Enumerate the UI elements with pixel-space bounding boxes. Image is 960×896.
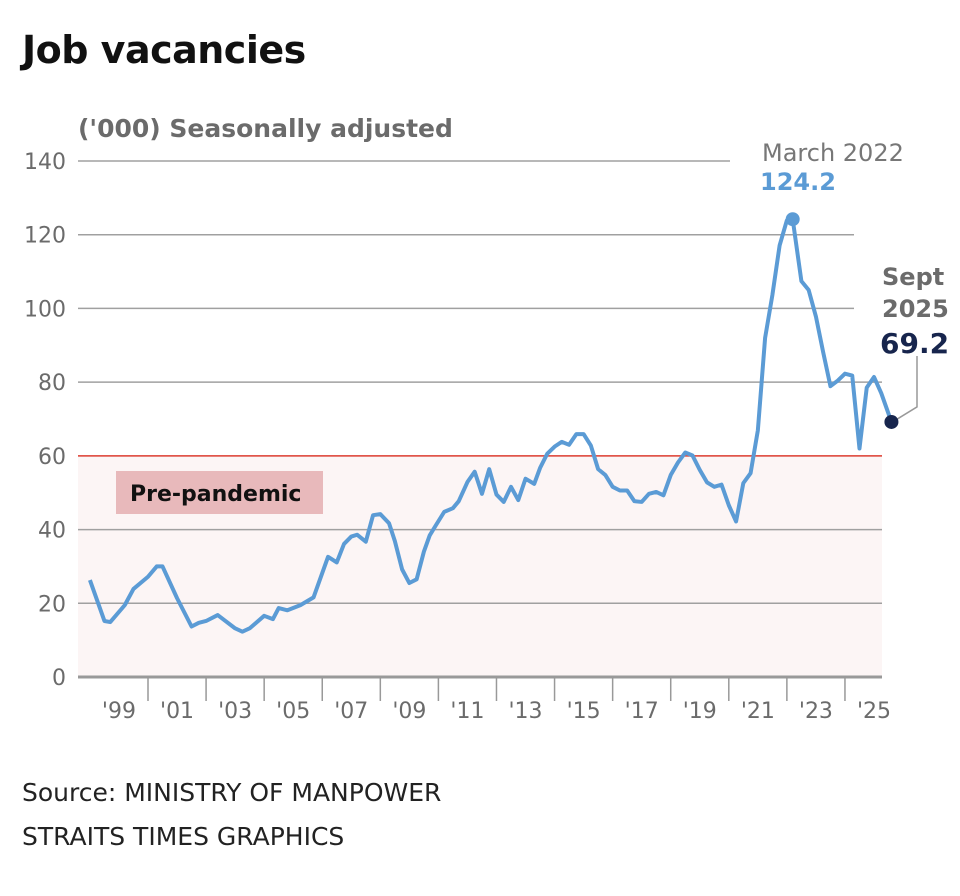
y-tick-label: 140 [24, 150, 66, 175]
x-tick-label: '25 [857, 699, 891, 724]
callout-line [897, 356, 918, 420]
x-tick-label: '19 [683, 699, 717, 724]
peak-marker [785, 212, 800, 227]
chart-title: Job vacancies [22, 28, 306, 72]
latest-month-label: Sept [882, 263, 944, 291]
latest-value-label: 69.2 [880, 327, 949, 360]
x-tick-label: '23 [799, 699, 833, 724]
peak-date-label: March 2022 [762, 139, 904, 167]
x-tick-label: '17 [625, 699, 659, 724]
y-tick-label: 80 [38, 371, 66, 396]
vacancies-line [88, 217, 894, 634]
x-tick-label: '21 [741, 699, 775, 724]
peak-value-label: 124.2 [760, 168, 836, 196]
x-tick-label: '09 [392, 699, 426, 724]
y-tick-label: 120 [24, 224, 66, 249]
y-tick-label: 100 [24, 297, 66, 322]
x-tick-label: '13 [508, 699, 542, 724]
credit-text: STRAITS TIMES GRAPHICS [22, 822, 345, 851]
x-tick-label: '03 [218, 699, 252, 724]
y-axis-label: ('000) Seasonally adjusted [78, 114, 453, 143]
x-tick-label: '07 [334, 699, 368, 724]
x-tick-label: '11 [450, 699, 484, 724]
y-tick-label: 0 [52, 666, 66, 691]
x-tick-label: '15 [567, 699, 601, 724]
latest-year-label: 2025 [882, 295, 949, 323]
source-text: Source: MINISTRY OF MANPOWER [22, 778, 442, 807]
x-tick-label: '05 [276, 699, 310, 724]
x-tick-label: '99 [102, 699, 136, 724]
x-tick-label: '01 [160, 699, 194, 724]
y-tick-label: 40 [38, 519, 66, 544]
pre-pandemic-label: Pre-pandemic [130, 482, 301, 507]
y-tick-label: 60 [38, 445, 66, 470]
latest-marker [884, 414, 899, 429]
y-tick-label: 20 [38, 592, 66, 617]
line-chart: ('000) Seasonally adjusted 0 20 40 60 80 100 1… [24, 114, 949, 724]
pre-pandemic-label-box [116, 471, 323, 514]
